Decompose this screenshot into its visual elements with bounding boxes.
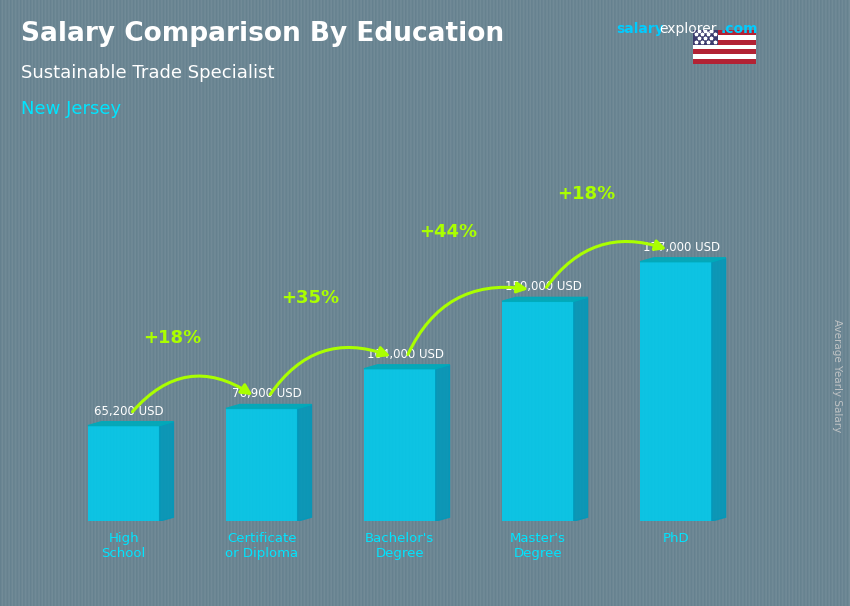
Bar	[693, 49, 756, 54]
Bar	[693, 40, 756, 45]
Text: 65,200 USD: 65,200 USD	[94, 405, 164, 418]
Bar	[693, 45, 756, 49]
Bar	[693, 54, 756, 59]
Text: salary: salary	[616, 22, 664, 36]
Polygon shape	[502, 298, 587, 301]
Bar	[88, 425, 160, 521]
Polygon shape	[574, 298, 587, 521]
Polygon shape	[226, 405, 311, 408]
Text: 76,900 USD: 76,900 USD	[232, 387, 303, 401]
Text: +44%: +44%	[419, 224, 477, 241]
Polygon shape	[436, 365, 450, 521]
Bar	[226, 408, 298, 521]
Polygon shape	[640, 258, 726, 262]
Bar	[693, 59, 756, 64]
Text: +35%: +35%	[281, 289, 339, 307]
Text: 150,000 USD: 150,000 USD	[505, 280, 582, 293]
Polygon shape	[160, 422, 173, 521]
Bar	[502, 301, 574, 521]
Text: Sustainable Trade Specialist: Sustainable Trade Specialist	[21, 64, 275, 82]
Bar	[693, 30, 718, 45]
Bar	[640, 262, 711, 521]
Text: explorer: explorer	[659, 22, 717, 36]
Text: +18%: +18%	[557, 185, 615, 204]
Text: 177,000 USD: 177,000 USD	[643, 241, 720, 254]
Text: Average Yearly Salary: Average Yearly Salary	[832, 319, 842, 432]
Polygon shape	[711, 258, 726, 521]
Polygon shape	[364, 365, 450, 368]
Text: Salary Comparison By Education: Salary Comparison By Education	[21, 21, 504, 47]
Bar	[693, 35, 756, 40]
Polygon shape	[88, 422, 173, 425]
Polygon shape	[298, 405, 311, 521]
Text: 104,000 USD: 104,000 USD	[367, 348, 444, 361]
Text: .com: .com	[721, 22, 758, 36]
Text: New Jersey: New Jersey	[21, 100, 122, 118]
Text: +18%: +18%	[143, 329, 201, 347]
Bar	[693, 30, 756, 35]
Bar	[364, 368, 436, 521]
